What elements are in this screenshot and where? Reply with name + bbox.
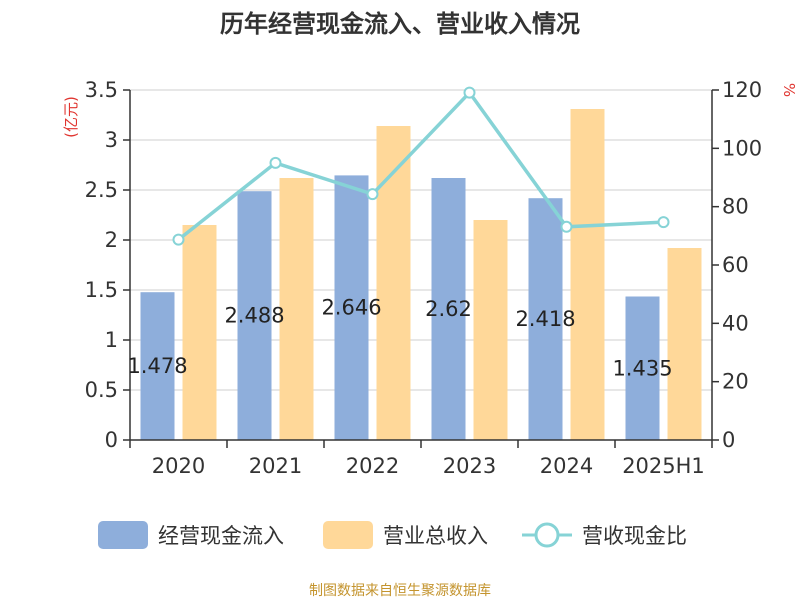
right-tick-label: 60 — [722, 253, 749, 277]
chart-title: 历年经营现金流入、营业收入情况 — [220, 10, 580, 38]
legend-marker-ratio — [534, 522, 560, 548]
legend: 经营现金流入 营业总收入 营收现金比 — [98, 521, 687, 549]
data-label-cash-inflow: 2.488 — [224, 304, 284, 328]
left-tick-label: 3.5 — [85, 78, 118, 102]
bar-revenue — [667, 248, 702, 440]
ratio-point — [560, 220, 573, 233]
legend-swatch-cash-inflow — [98, 521, 148, 549]
legend-label-revenue: 营业总收入 — [383, 524, 488, 548]
bar-revenue — [376, 126, 411, 440]
legend-label-ratio: 营收现金比 — [582, 524, 687, 548]
bar-revenue — [182, 225, 217, 440]
x-tick-label: 2024 — [540, 454, 593, 478]
ratio-point — [366, 188, 379, 201]
bar-revenue — [279, 178, 314, 440]
bar-cash-inflow — [334, 175, 369, 440]
bar-cash-inflow — [625, 296, 660, 440]
data-label-cash-inflow: 1.435 — [612, 356, 672, 380]
ratio-point — [657, 216, 670, 229]
right-axis-unit: % — [780, 83, 798, 97]
bar-revenue — [473, 220, 508, 440]
right-tick-label: 120 — [722, 78, 762, 102]
x-tick-label: 2025H1 — [622, 454, 705, 478]
left-tick-label: 1 — [105, 328, 118, 352]
bar-cash-inflow — [237, 191, 272, 440]
bar-cash-inflow — [528, 198, 563, 440]
axes: 0 0.5 1 1.5 2 2.5 3 3.5 0 20 40 60 80 100 120 2020 2021 2… — [85, 78, 763, 478]
ratio-point — [172, 233, 185, 246]
ratio-point — [269, 156, 282, 169]
gridlines — [130, 89, 712, 391]
ratio-point — [463, 86, 476, 99]
x-tick-label: 2022 — [346, 454, 399, 478]
x-tick-label: 2021 — [249, 454, 302, 478]
left-tick-label: 0 — [105, 428, 118, 452]
left-tick-label: 3 — [105, 128, 118, 152]
bar-cash-inflow — [140, 292, 175, 440]
ratio-polyline — [177, 89, 664, 241]
data-label-cash-inflow: 2.62 — [425, 297, 472, 321]
right-tick-label: 40 — [722, 311, 749, 335]
left-tick-label: 0.5 — [85, 378, 118, 402]
x-tick-label: 2023 — [443, 454, 496, 478]
left-tick-label: 2 — [105, 228, 118, 252]
right-tick-label: 0 — [722, 428, 735, 452]
bar-revenue — [570, 109, 605, 440]
data-labels: 1.478 2.488 2.646 2.62 2.418 1.435 — [127, 296, 672, 381]
bars — [140, 109, 702, 440]
left-axis-unit: (亿元) — [62, 96, 80, 138]
source-note: 制图数据来自恒生聚源数据库 — [309, 583, 491, 599]
ratio-line — [172, 86, 670, 246]
right-tick-label: 100 — [722, 136, 762, 160]
data-label-cash-inflow: 1.478 — [127, 354, 187, 378]
right-tick-label: 20 — [722, 370, 749, 394]
x-tick-label: 2020 — [152, 454, 205, 478]
legend-label-cash-inflow: 经营现金流入 — [158, 524, 284, 548]
legend-swatch-revenue — [323, 521, 373, 549]
data-label-cash-inflow: 2.646 — [321, 296, 381, 320]
right-tick-label: 80 — [722, 195, 749, 219]
left-tick-label: 1.5 — [85, 278, 118, 302]
data-label-cash-inflow: 2.418 — [515, 307, 575, 331]
bar-cash-inflow — [431, 178, 466, 440]
left-tick-label: 2.5 — [85, 178, 118, 202]
